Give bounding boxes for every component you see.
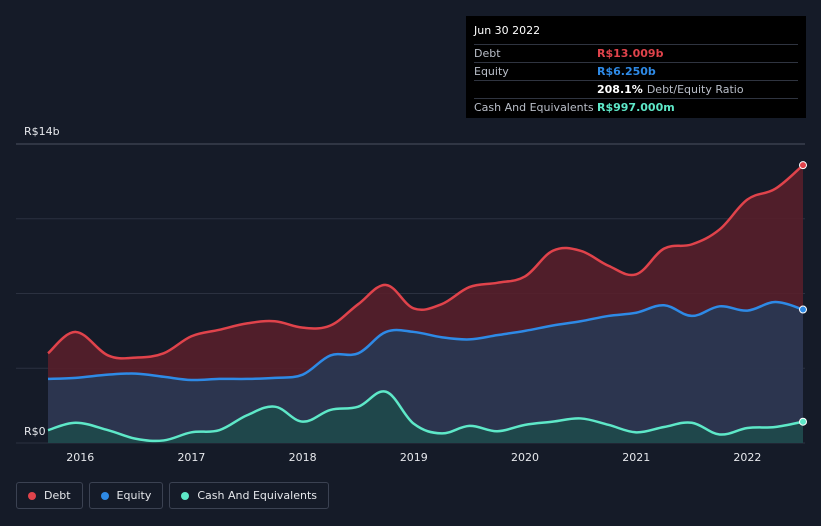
series-areas xyxy=(48,165,803,444)
tooltip-equity-label: Equity xyxy=(474,65,509,78)
tooltip-ratio-label xyxy=(474,81,597,98)
x-tick-label: 2018 xyxy=(289,451,317,464)
legend-item-cash[interactable]: Cash And Equivalents xyxy=(169,482,329,509)
equity-line xyxy=(47,300,804,382)
legend-equity-dot-icon xyxy=(100,491,109,500)
cash-area xyxy=(48,391,803,443)
tooltip-row-equity: Equity R$6.250b xyxy=(474,62,798,80)
tooltip-debt-value: R$13.009b xyxy=(597,47,664,60)
x-tick-label: 2017 xyxy=(177,451,205,464)
y-axis-top-label: R$14b xyxy=(24,125,60,138)
series-lines xyxy=(47,164,804,443)
legend: Debt Equity Cash And Equivalents xyxy=(16,482,329,509)
equity-area xyxy=(48,302,803,443)
x-tick-label: 2020 xyxy=(511,451,539,464)
cash-endpoint xyxy=(799,417,807,426)
x-tick-label: 2021 xyxy=(622,451,650,464)
legend-debt-label: Debt xyxy=(44,489,71,502)
equity-endpoint xyxy=(799,305,807,314)
tooltip-panel: Jun 30 2022 Debt R$13.009b Equity R$6.25… xyxy=(466,16,806,118)
x-tick-label: 2022 xyxy=(733,451,761,464)
tooltip-row-debt: Debt R$13.009b xyxy=(474,44,798,62)
legend-cash-dot-icon xyxy=(181,491,190,500)
cash-line xyxy=(47,390,804,443)
x-tick-label: 2016 xyxy=(66,451,94,464)
tooltip-cash-value: R$997.000m xyxy=(597,101,675,114)
tooltip-row-cash: Cash And Equivalents R$997.000m xyxy=(474,98,798,116)
debt-line xyxy=(47,164,804,360)
legend-item-debt[interactable]: Debt xyxy=(16,482,83,509)
y-axis-bottom-label: R$0 xyxy=(24,425,46,438)
x-axis-ticks: 2016 2017 2018 2019 2020 2021 2022 xyxy=(66,451,761,464)
legend-item-equity[interactable]: Equity xyxy=(88,482,164,509)
tooltip-date: Jun 30 2022 xyxy=(474,24,541,37)
tooltip-debt-label: Debt xyxy=(474,47,501,60)
tooltip-row-ratio: 208.1% Debt/Equity Ratio xyxy=(474,80,798,98)
debt-endpoint xyxy=(799,161,807,170)
legend-cash-label: Cash And Equivalents xyxy=(197,489,317,502)
tooltip-ratio-caption: Debt/Equity Ratio xyxy=(646,83,744,96)
tooltip-ratio-value: 208.1% xyxy=(597,83,643,96)
legend-equity-label: Equity xyxy=(116,489,152,502)
x-tick-label: 2019 xyxy=(400,451,428,464)
legend-debt-dot-icon xyxy=(28,491,36,500)
tooltip-equity-value: R$6.250b xyxy=(597,65,656,78)
series-endpoints xyxy=(799,161,807,426)
tooltip-cash-label: Cash And Equivalents xyxy=(474,101,594,114)
